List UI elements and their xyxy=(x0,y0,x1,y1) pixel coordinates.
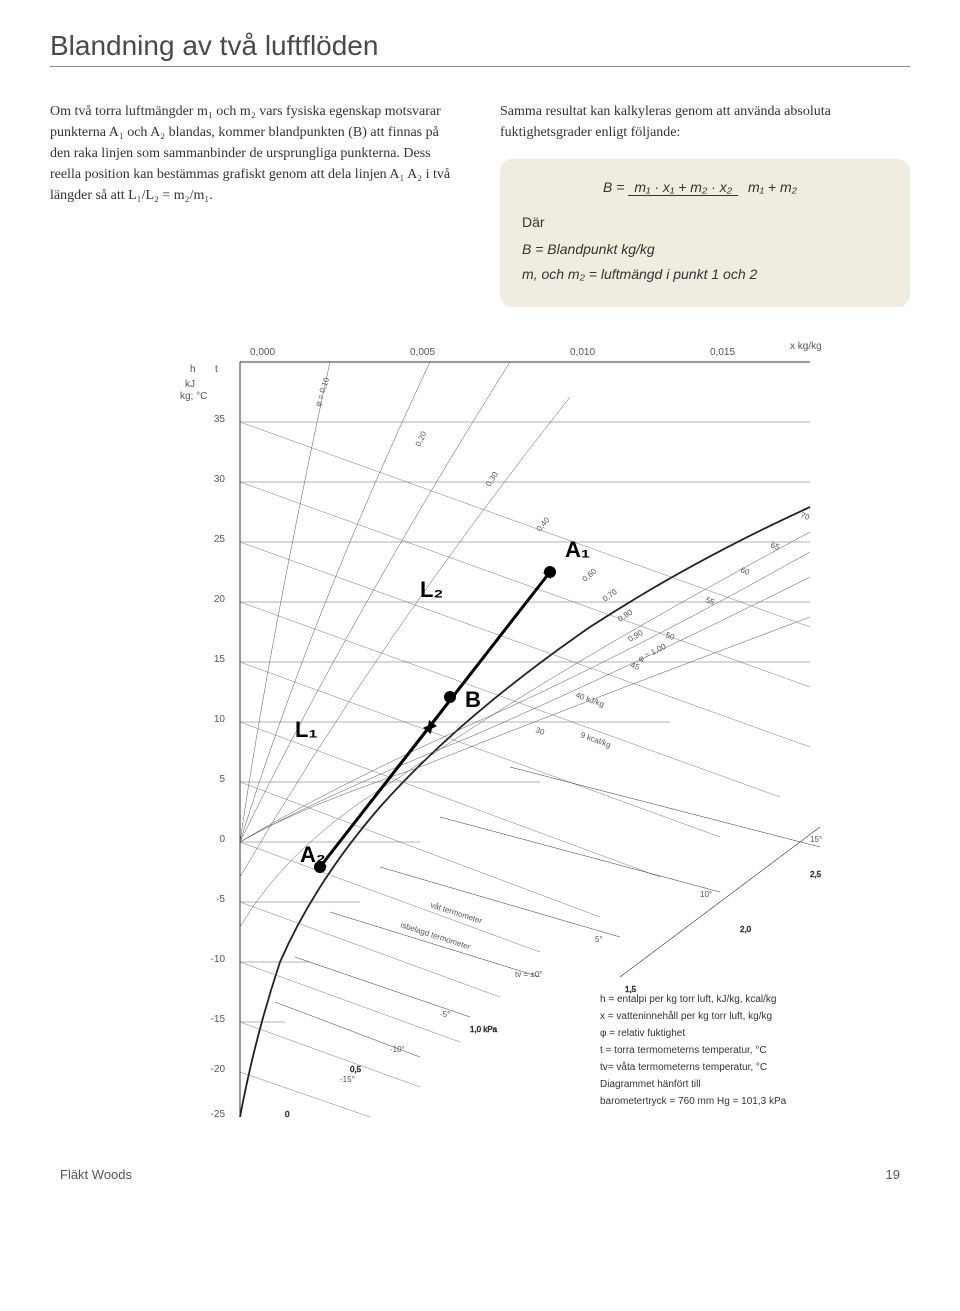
chart-container: 0,000 0,005 0,010 0,015 x kg/kg h t kJ k… xyxy=(50,337,910,1137)
label-A2: A₂ xyxy=(300,842,326,867)
saturation-curve xyxy=(240,507,810,1117)
formula-line1: B = Blandpunkt kg/kg xyxy=(522,239,888,260)
svg-text:0,5: 0,5 xyxy=(350,1065,362,1074)
svg-text:-15: -15 xyxy=(211,1014,226,1025)
point-A1 xyxy=(544,566,556,578)
svg-text:-5°: -5° xyxy=(440,1010,450,1019)
svg-text:50: 50 xyxy=(664,630,676,642)
svg-text:0,20: 0,20 xyxy=(414,429,429,447)
svg-text:0,015: 0,015 xyxy=(710,347,735,358)
page-title: Blandning av två luftflöden xyxy=(50,30,910,67)
svg-text:-20: -20 xyxy=(211,1064,226,1075)
intro-columns: Om två torra luftmängder m₁ och m₂ vars … xyxy=(50,87,910,307)
svg-text:Diagrammet hänfört till: Diagrammet hänfört till xyxy=(600,1079,701,1090)
page-footer: Fläkt Woods 19 xyxy=(50,1167,910,1182)
svg-text:5°: 5° xyxy=(595,935,603,944)
svg-text:55: 55 xyxy=(704,595,716,607)
svg-text:0,80: 0,80 xyxy=(616,607,634,623)
svg-text:40 kJ/kg: 40 kJ/kg xyxy=(574,690,605,709)
svg-text:9 kcal/kg: 9 kcal/kg xyxy=(579,730,612,749)
temp-lines xyxy=(240,422,810,1022)
svg-text:kJ: kJ xyxy=(185,379,195,390)
svg-text:h: h xyxy=(190,364,196,375)
label-L2: L₂ xyxy=(420,577,443,602)
y-ticks: 35 30 25 20 15 10 5 0 -5 -10 -15 -20 -25 xyxy=(211,414,226,1120)
svg-text:65: 65 xyxy=(769,540,781,552)
svg-text:0,60: 0,60 xyxy=(581,566,599,583)
footer-page-number: 19 xyxy=(886,1167,900,1182)
svg-text:tv = ±0°: tv = ±0° xyxy=(515,970,542,979)
svg-text:60: 60 xyxy=(739,565,751,577)
formula-denominator: m₁ + m₂ xyxy=(742,179,803,195)
svg-text:x = vatteninnehåll per kg torr: x = vatteninnehåll per kg torr luft, kg/… xyxy=(600,1010,772,1022)
footer-left: Fläkt Woods xyxy=(60,1167,132,1182)
svg-text:0,90: 0,90 xyxy=(627,628,645,644)
left-paragraph: Om två torra luftmängder m₁ och m₂ vars … xyxy=(50,101,460,206)
svg-text:10°: 10° xyxy=(700,890,712,899)
formula-box: B = m₁ · x₁ + m₂ · x₂ m₁ + m₂ Där B = Bl… xyxy=(500,159,910,307)
svg-text:h = entalpi per kg torr luft,: h = entalpi per kg torr luft, kJ/kg, kca… xyxy=(600,994,776,1005)
svg-text:t = torra termometerns tempera: t = torra termometerns temperatur, °C xyxy=(600,1045,767,1056)
svg-text:kg; °C: kg; °C xyxy=(180,391,207,402)
segment-L2 xyxy=(430,572,550,727)
svg-text:1,5: 1,5 xyxy=(625,985,637,994)
formula-lhs: B = xyxy=(603,177,624,198)
pressure-scale: 2,5 2,0 1,5 1,0 kPa 0,5 0 xyxy=(285,827,822,1119)
svg-text:30: 30 xyxy=(214,474,226,485)
svg-text:-5: -5 xyxy=(216,894,225,905)
svg-text:70: 70 xyxy=(799,510,811,522)
svg-text:-10: -10 xyxy=(211,954,226,965)
svg-text:2,5: 2,5 xyxy=(810,870,822,879)
svg-text:isbelagd termometer: isbelagd termometer xyxy=(399,920,471,951)
point-B xyxy=(444,691,456,703)
svg-text:φ = 1,00: φ = 1,00 xyxy=(637,642,668,664)
x-axis-labels: 0,000 0,005 0,010 0,015 x kg/kg xyxy=(250,341,822,358)
svg-text:våt termometer: våt termometer xyxy=(429,900,483,925)
chart-legend: h = entalpi per kg torr luft, kJ/kg, kca… xyxy=(600,994,787,1107)
formula-where: Där xyxy=(522,212,888,233)
left-col: Om två torra luftmängder m₁ och m₂ vars … xyxy=(50,87,460,307)
svg-text:0: 0 xyxy=(285,1110,290,1119)
right-paragraph: Samma resultat kan kalkyleras genom att … xyxy=(500,101,910,143)
svg-text:15: 15 xyxy=(214,654,226,665)
label-A1: A₁ xyxy=(565,537,590,562)
svg-text:x kg/kg: x kg/kg xyxy=(790,341,822,352)
svg-text:0,70: 0,70 xyxy=(601,587,619,604)
svg-text:0: 0 xyxy=(219,834,225,845)
y-axis-labels: h t kJ kg; °C xyxy=(180,364,218,402)
svg-text:35: 35 xyxy=(214,414,226,425)
svg-text:tv= våta termometerns temperat: tv= våta termometerns temperatur, °C xyxy=(600,1061,767,1073)
formula-numerator: m₁ · x₁ + m₂ · x₂ xyxy=(628,179,738,196)
svg-text:-15°: -15° xyxy=(340,1075,355,1084)
svg-text:φ = 0,10: φ = 0,10 xyxy=(313,376,331,408)
svg-text:20: 20 xyxy=(214,594,226,605)
svg-text:5: 5 xyxy=(219,774,225,785)
psychrometric-chart: 0,000 0,005 0,010 0,015 x kg/kg h t kJ k… xyxy=(120,337,840,1137)
label-L1: L₁ xyxy=(295,717,318,742)
svg-text:0,30: 0,30 xyxy=(484,470,500,488)
svg-text:10: 10 xyxy=(214,714,226,725)
svg-text:0,40: 0,40 xyxy=(535,515,552,533)
svg-text:-25: -25 xyxy=(211,1109,226,1120)
formula-line2: m, och m₂ = luftmängd i punkt 1 och 2 xyxy=(522,264,888,285)
svg-text:0,005: 0,005 xyxy=(410,347,435,358)
svg-text:t: t xyxy=(215,364,218,375)
svg-text:2,0: 2,0 xyxy=(740,925,752,934)
svg-text:-10°: -10° xyxy=(390,1045,405,1054)
label-B: B xyxy=(465,687,481,712)
svg-text:1,0 kPa: 1,0 kPa xyxy=(470,1025,498,1034)
svg-text:15°: 15° xyxy=(810,835,822,844)
svg-text:30: 30 xyxy=(534,725,546,737)
svg-text:0,000: 0,000 xyxy=(250,347,275,358)
right-col: Samma resultat kan kalkyleras genom att … xyxy=(500,87,910,307)
svg-text:0,010: 0,010 xyxy=(570,347,595,358)
svg-text:25: 25 xyxy=(214,534,226,545)
phi-labels: φ = 0,10 0,20 0,30 0,40 0,60 0,70 0,80 0… xyxy=(313,376,667,664)
svg-text:barometertryck = 760 mm Hg = 1: barometertryck = 760 mm Hg = 101,3 kPa xyxy=(600,1096,787,1107)
svg-text:φ = relativ fuktighet: φ = relativ fuktighet xyxy=(600,1028,685,1039)
